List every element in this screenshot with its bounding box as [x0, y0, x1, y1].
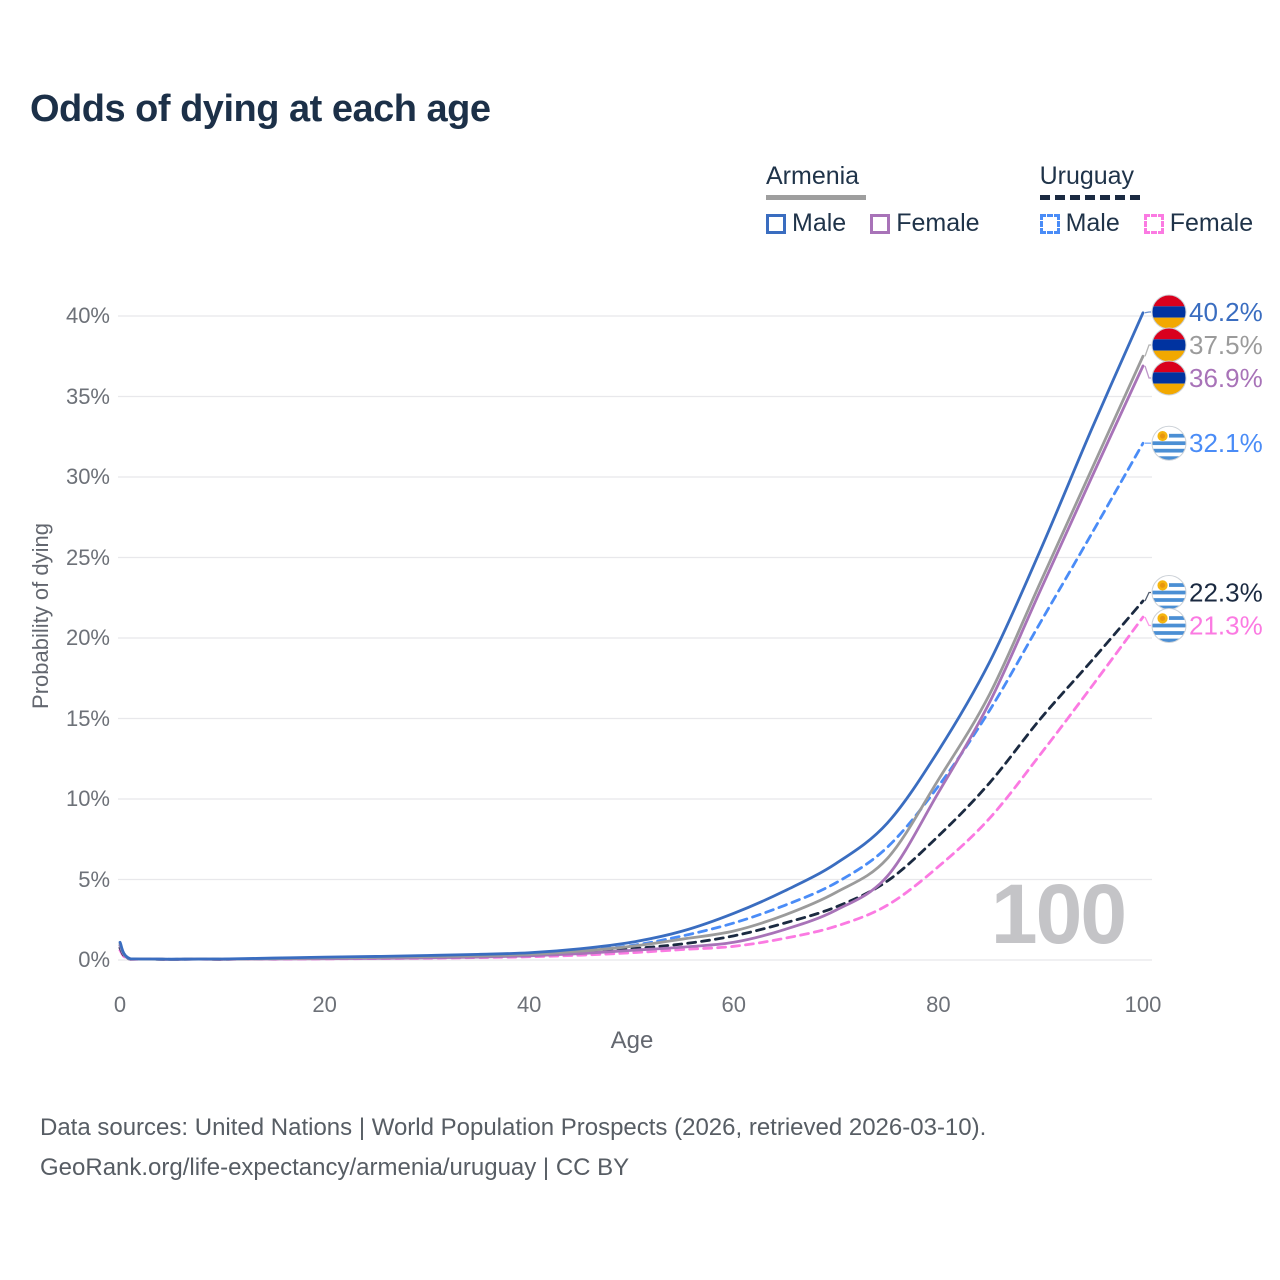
x-tick-label-20: 20	[312, 992, 337, 1017]
armenia-flag-icon	[1151, 294, 1187, 330]
end-label-connector	[1144, 344, 1151, 357]
page-title: Odds of dying at each age	[30, 88, 491, 130]
y-tick-label-10: 10%	[65, 786, 110, 811]
uruguay-line-style-sample	[1039, 195, 1140, 200]
y-tick-label-35: 35%	[65, 383, 110, 409]
legend-armenia-label[interactable]: Armenia	[766, 162, 860, 190]
x-tick-label-80: 80	[926, 992, 951, 1017]
x-tick-label-60: 60	[721, 992, 747, 1017]
legend-item-uruguay-female[interactable]: Female	[1143, 209, 1254, 238]
end-label-connector	[1144, 616, 1151, 627]
end-label-connector	[1144, 311, 1151, 314]
uruguay-flag-icon	[1151, 608, 1187, 644]
age-watermark: 100	[990, 867, 1127, 961]
end-value-label-armenia-female: 36.9%	[1189, 363, 1263, 393]
series-line-armenia-male[interactable]	[118, 311, 1145, 961]
legend-uruguay-female-label: Female	[1169, 209, 1254, 237]
x-tick-label-0: 0	[113, 992, 127, 1017]
end-label-connector	[1144, 365, 1151, 379]
uruguay-female-swatch-icon	[1143, 213, 1164, 234]
legend-item-armenia-male[interactable]: Male	[766, 209, 846, 238]
y-tick-label-20: 20%	[65, 625, 110, 650]
armenia-line-style-sample	[766, 195, 866, 200]
end-label-connector	[1144, 591, 1151, 602]
footer-data-sources: Data sources: United Nations | World Pop…	[40, 1114, 987, 1141]
legend: Armenia Male Female Uruguay	[766, 162, 1253, 238]
end-value-label-uruguay-both: 22.3%	[1189, 578, 1263, 608]
end-value-label-armenia-male: 40.2%	[1189, 297, 1263, 327]
legend-uruguay-male-label: Male	[1065, 209, 1120, 237]
legend-armenia-male-label: Male	[792, 209, 847, 237]
y-tick-label-0: 0%	[78, 947, 110, 972]
legend-group-armenia: Armenia Male Female	[766, 162, 980, 238]
legend-uruguay-label[interactable]: Uruguay	[1039, 162, 1135, 190]
armenia-female-swatch-icon	[870, 213, 891, 234]
armenia-flag-icon	[1151, 360, 1187, 396]
footer-attribution[interactable]: GeoRank.org/life-expectancy/armenia/urug…	[40, 1154, 630, 1181]
end-value-label-uruguay-female: 21.3%	[1189, 611, 1263, 641]
uruguay-male-swatch-icon	[1039, 213, 1060, 234]
legend-item-uruguay-male[interactable]: Male	[1039, 209, 1120, 238]
x-tick-label-100: 100	[1124, 992, 1162, 1017]
armenia-flag-icon	[1151, 327, 1187, 363]
legend-item-armenia-female[interactable]: Female	[870, 209, 980, 238]
footer: Data sources: United Nations | World Pop…	[40, 1108, 986, 1188]
x-tick-label-40: 40	[516, 992, 542, 1017]
legend-group-uruguay: Uruguay Male Female	[1039, 162, 1254, 238]
armenia-male-swatch-icon	[766, 213, 786, 234]
y-tick-label-5: 5%	[78, 866, 110, 892]
uruguay-flag-icon	[1151, 425, 1187, 461]
y-tick-label-30: 30%	[65, 464, 110, 489]
series-line-uruguay-female[interactable]	[118, 615, 1145, 962]
y-tick-label-15: 15%	[65, 705, 110, 731]
y-tick-label-40: 40%	[65, 303, 110, 328]
end-value-label-armenia-both: 37.5%	[1189, 330, 1263, 360]
legend-armenia-female-label: Female	[896, 209, 980, 237]
end-value-label-uruguay-male: 32.1%	[1189, 428, 1263, 458]
x-axis-title: Age	[610, 1027, 654, 1054]
series-line-uruguay-both[interactable]	[118, 599, 1145, 961]
y-tick-label-25: 25%	[65, 544, 110, 570]
series-line-armenia-both[interactable]	[118, 354, 1145, 961]
